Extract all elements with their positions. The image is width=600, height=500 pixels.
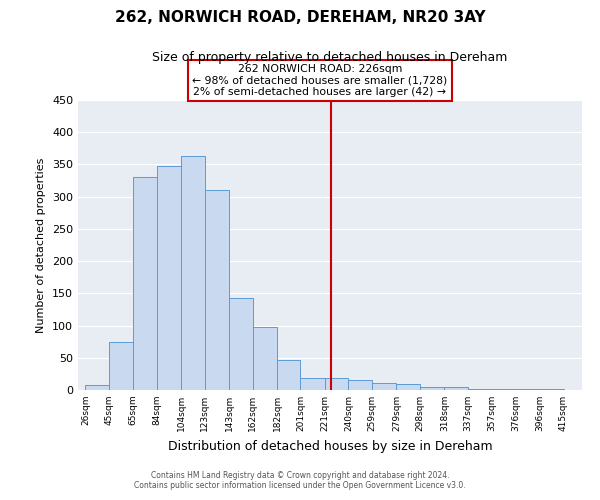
Bar [301,378,325,390]
Bar [109,342,133,390]
Bar [492,388,515,390]
X-axis label: Distribution of detached houses by size in Dereham: Distribution of detached houses by size … [167,440,493,452]
Bar [445,388,467,390]
Bar [229,298,253,390]
Y-axis label: Number of detached properties: Number of detached properties [37,158,46,332]
Text: 262, NORWICH ROAD, DEREHAM, NR20 3AY: 262, NORWICH ROAD, DEREHAM, NR20 3AY [115,10,485,25]
Text: Contains HM Land Registry data © Crown copyright and database right 2024.
Contai: Contains HM Land Registry data © Crown c… [134,470,466,490]
Bar [349,380,372,390]
Bar [397,384,420,390]
Bar [372,383,397,390]
Bar [277,360,301,390]
Text: 262 NORWICH ROAD: 226sqm
← 98% of detached houses are smaller (1,728)
2% of semi: 262 NORWICH ROAD: 226sqm ← 98% of detach… [192,64,448,97]
Bar [420,387,445,390]
Bar [181,156,205,390]
Bar [205,190,229,390]
Bar [85,386,109,390]
Title: Size of property relative to detached houses in Dereham: Size of property relative to detached ho… [152,51,508,64]
Bar [133,178,157,390]
Bar [325,378,349,390]
Bar [253,327,277,390]
Bar [467,388,492,390]
Bar [157,166,181,390]
